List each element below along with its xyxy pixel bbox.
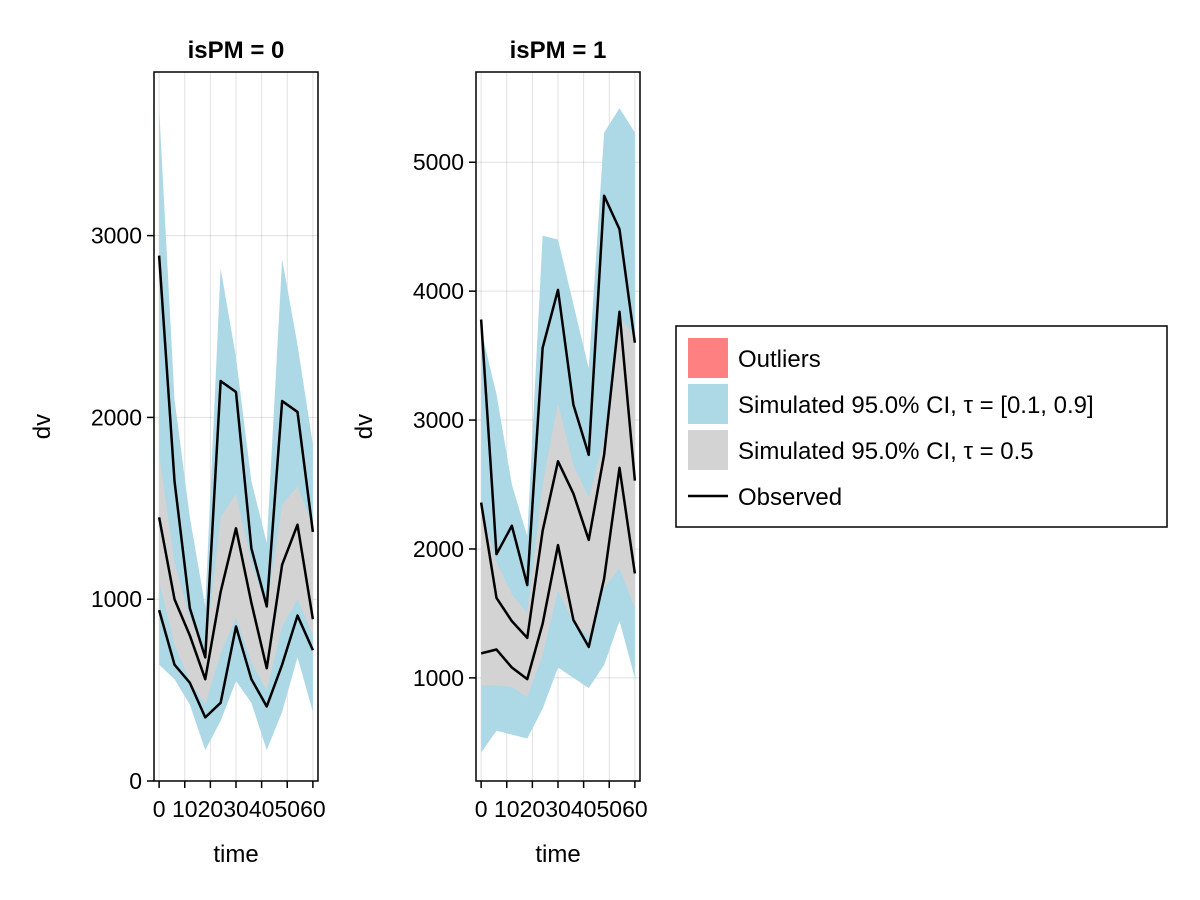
- legend-swatch-outliers: [688, 338, 728, 378]
- x-tick-label: 60: [300, 796, 326, 822]
- y-tick-label: 0: [129, 768, 142, 794]
- x-tick-label: 40: [249, 796, 275, 822]
- legend-label-ci-outer: Simulated 95.0% CI, τ = [0.1, 0.9]: [738, 392, 1094, 419]
- y-tick-label: 2000: [91, 404, 142, 430]
- ci-band-median: [481, 316, 635, 698]
- x-tick-label: 30: [223, 796, 249, 822]
- x-axis-title: time: [535, 841, 580, 868]
- x-tick-label: 40: [571, 796, 597, 822]
- observed-line-upper: [479, 194, 637, 587]
- legend-swatch-ci-median: [688, 430, 728, 470]
- x-tick-label: 10: [172, 796, 198, 822]
- ci-band-lower-quantile: [159, 571, 313, 751]
- y-axis-title: dv: [351, 414, 378, 439]
- y-tick-label: 5000: [413, 149, 464, 175]
- panel-title: isPM = 0: [188, 37, 285, 64]
- legend-label-observed: Observed: [738, 484, 842, 511]
- x-tick-label: 20: [520, 796, 546, 822]
- ci-band-median: [159, 453, 313, 705]
- legend-swatch-ci-outer: [688, 384, 728, 424]
- x-tick-label: 0: [153, 796, 166, 822]
- panel-title: isPM = 1: [510, 37, 607, 64]
- legend: Outliers Simulated 95.0% CI, τ = [0.1, 0…: [675, 325, 1168, 528]
- x-tick-label: 50: [274, 796, 300, 822]
- x-tick-label: 20: [198, 796, 224, 822]
- legend-frame: [675, 325, 1168, 528]
- y-tick-label: 2000: [413, 536, 464, 562]
- observed-line-lower: [157, 609, 315, 719]
- x-tick-label: 50: [596, 796, 622, 822]
- x-tick-label: 30: [545, 796, 571, 822]
- y-tick-label: 1000: [413, 665, 464, 691]
- x-tick-label: 10: [494, 796, 520, 822]
- observed-line-median: [157, 517, 315, 681]
- x-axis-title: time: [213, 841, 258, 868]
- observed-line-median: [479, 310, 637, 640]
- y-axis-title: dv: [29, 414, 56, 439]
- y-tick-label: 3000: [91, 223, 142, 249]
- observed-line-lower: [480, 466, 637, 681]
- panel-ispm-1: 0 10 20 30 40 50 60 1000 2000 3000 4000 5000 isPM = …: [351, 37, 648, 868]
- legend-label-outliers: Outliers: [738, 346, 821, 373]
- x-tick-label: 60: [622, 796, 648, 822]
- y-tick-label: 3000: [413, 407, 464, 433]
- y-tick-label: 4000: [413, 278, 464, 304]
- y-tick-label: 1000: [91, 586, 142, 612]
- x-tick-label: 0: [475, 796, 488, 822]
- legend-label-ci-median: Simulated 95.0% CI, τ = 0.5: [738, 438, 1034, 465]
- observed-line-upper: [157, 255, 315, 659]
